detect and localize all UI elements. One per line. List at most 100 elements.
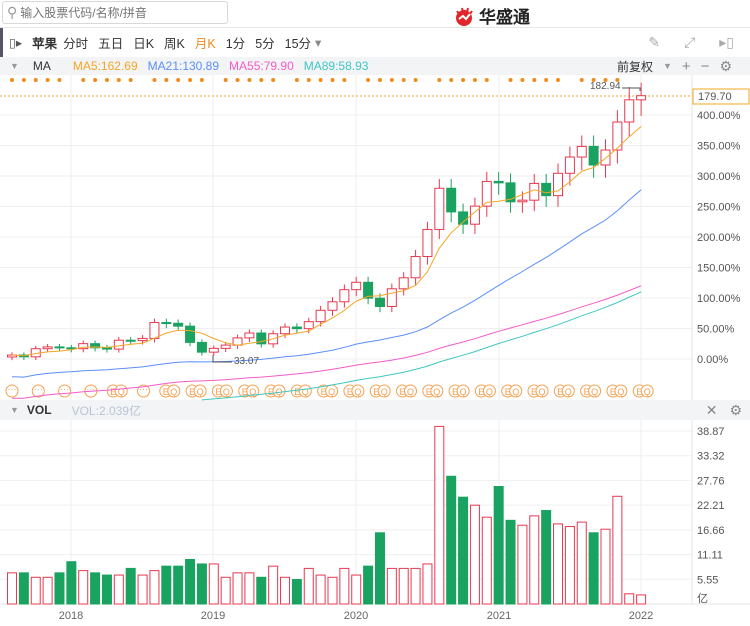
volume-bar-down (291, 579, 302, 605)
earnings-icon: Q (354, 387, 361, 397)
earnings-icon (614, 384, 628, 398)
earnings-icon (474, 384, 488, 398)
earnings-icon: Q (433, 387, 440, 397)
event-dot-marker (33, 78, 38, 82)
more-events-icon: ··· (139, 384, 148, 394)
candle-up (481, 180, 492, 207)
earnings-icon: Q (617, 387, 624, 397)
earnings-icon: E (557, 387, 563, 397)
close-icon[interactable]: ✕ (705, 401, 718, 418)
volume-bar-up (600, 528, 611, 605)
volume-bar-up (398, 567, 409, 605)
earnings-icon (219, 384, 233, 398)
earnings-icon: Q (302, 387, 309, 397)
pencil-icon[interactable]: ✎ (648, 34, 661, 50)
tab-weekly[interactable]: 周K (164, 37, 185, 51)
fullscreen-icon[interactable]: ⤢ (684, 34, 696, 50)
earnings-icon (114, 384, 128, 398)
vol-gear-icon[interactable]: ⚙ (729, 401, 742, 418)
dropdown-icon[interactable]: ▼ (662, 61, 672, 71)
price-axis-label: 50.00% (697, 324, 735, 336)
candle-up (624, 99, 635, 123)
volume-bar-down (374, 532, 385, 605)
event-dot-marker (128, 78, 133, 82)
add-icon[interactable]: + (681, 57, 691, 75)
x-axis-label: 2018 (59, 610, 83, 622)
earnings-icon (167, 384, 181, 398)
tab-5min[interactable]: 5分 (255, 37, 275, 51)
more-events-icon: ··· (60, 384, 69, 394)
high-marker (622, 87, 641, 91)
volume-bar-up (42, 576, 53, 605)
minus-icon[interactable]: − (700, 57, 710, 75)
volume-bar-down (18, 572, 29, 605)
tab-wuri[interactable]: 五日 (98, 37, 124, 51)
event-dot-marker (318, 78, 323, 82)
ma-label: MA (32, 59, 51, 73)
earnings-icon (640, 384, 654, 398)
tab-1min[interactable]: 1分 (225, 37, 246, 51)
volume-bar-up (410, 567, 421, 605)
ma5-value: MA5:162.69 (72, 59, 138, 73)
volume-bar-up (564, 526, 575, 605)
vol-toggle-icon[interactable]: ▼ (10, 405, 19, 415)
earnings-icon (159, 384, 173, 398)
candle-up (220, 344, 231, 349)
ma21-value: MA21:130.89 (147, 59, 220, 73)
earnings-icon: E (531, 387, 537, 397)
period-dropdown-icon[interactable]: ▾ (315, 36, 322, 50)
ma-toggle-icon[interactable]: ▼ (10, 61, 19, 71)
tab-15min[interactable]: 15分 (284, 37, 312, 51)
candle-up (576, 145, 587, 158)
candle-down (363, 281, 374, 299)
candle-down (66, 347, 77, 350)
search-box[interactable]: ⚲ (2, 1, 228, 24)
candle-down (185, 325, 196, 343)
volume-bar-up (244, 572, 255, 605)
candle-down (541, 182, 552, 197)
event-dot-marker (10, 78, 14, 82)
event-dot-marker (199, 78, 204, 82)
tab-fenshi[interactable]: 分时 (63, 37, 89, 51)
vol-axis-label: 22.21 (697, 500, 725, 512)
candle-up (434, 187, 445, 230)
candle-up (113, 339, 124, 350)
volume-bar-down (505, 519, 516, 605)
candle-up (339, 289, 350, 303)
gear-icon[interactable]: ⚙ (719, 57, 732, 74)
earnings-icon (509, 384, 523, 398)
candle-up (149, 322, 160, 339)
earnings-icon (422, 384, 436, 398)
earnings-icon (396, 384, 409, 398)
expand-panel-icon[interactable]: ▸▯ (719, 34, 734, 50)
tab-daily[interactable]: 日K (133, 37, 155, 51)
earnings-icon: Q (275, 387, 282, 397)
adjust-dropdown[interactable]: 前复权 (616, 59, 653, 74)
earnings-icon: Q (118, 387, 125, 397)
earnings-icon: Q (644, 387, 651, 397)
price-axis-label: 0.00% (697, 354, 728, 366)
more-events-icon: ··· (34, 384, 43, 394)
earnings-icon: Q (249, 387, 256, 397)
ma-legend: ▼ MA MA5:162.69 MA21:130.89 MA55:79.90 M… (0, 57, 750, 75)
event-dot-marker (544, 78, 549, 82)
event-dot-marker (81, 78, 86, 82)
event-dot-marker (235, 78, 240, 82)
tab-monthly[interactable]: 月K (194, 37, 216, 51)
vol-axis-label: 33.32 (697, 451, 725, 463)
event-dot-marker (342, 78, 347, 82)
volume-bar-up (351, 574, 362, 605)
candle-up (78, 343, 89, 350)
volume-bar-down (446, 475, 457, 605)
volume-bar-down (125, 567, 136, 605)
more-events-icon: ··· (86, 384, 95, 394)
candle-up (42, 346, 53, 350)
stock-name: 苹果 (32, 37, 58, 51)
search-input[interactable] (20, 5, 221, 20)
earnings-icon: E (242, 387, 248, 397)
price-axis-label: 350.00% (697, 141, 741, 153)
event-dot-marker (449, 78, 454, 82)
event-dot-marker (484, 78, 489, 82)
collapse-icon[interactable]: ▯▸ (9, 36, 23, 50)
